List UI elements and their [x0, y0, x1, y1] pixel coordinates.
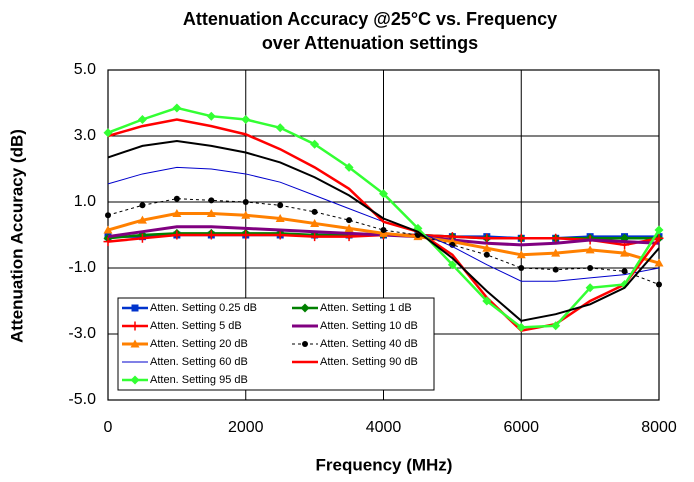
- marker: [103, 237, 113, 247]
- marker: [172, 230, 182, 240]
- marker: [172, 103, 182, 113]
- marker: [551, 248, 561, 257]
- marker: [379, 189, 388, 199]
- marker: [380, 227, 387, 234]
- legend-label: Atten. Setting 40 dB: [320, 338, 418, 350]
- series-line: [107, 139, 660, 322]
- legend-label: Atten. Setting 10 dB: [320, 320, 418, 332]
- marker: [587, 265, 594, 271]
- marker: [621, 268, 628, 275]
- marker: [447, 260, 457, 270]
- marker: [137, 215, 147, 224]
- y-tick-label: -1.0: [68, 259, 96, 276]
- marker: [344, 162, 354, 172]
- legend-label: Atten. Setting 5 dB: [150, 320, 242, 332]
- legend-marker: [300, 303, 310, 313]
- marker: [551, 321, 561, 331]
- chart-title: Attenuation Accuracy @25°C vs. Frequency: [183, 9, 557, 29]
- marker: [311, 208, 318, 215]
- marker: [275, 230, 285, 240]
- y-tick-label: -5.0: [68, 391, 96, 408]
- legend-label: Atten. Setting 20 dB: [150, 338, 248, 350]
- marker: [620, 248, 630, 257]
- marker: [277, 202, 284, 209]
- y-tick-label: 1.0: [74, 193, 96, 210]
- marker: [654, 225, 664, 235]
- marker: [310, 218, 320, 227]
- marker: [103, 128, 113, 138]
- chart-title: over Attenuation settings: [262, 33, 478, 53]
- marker: [275, 123, 285, 133]
- marker: [482, 296, 492, 306]
- marker: [516, 233, 526, 243]
- marker: [137, 233, 147, 243]
- marker: [518, 265, 525, 271]
- marker: [516, 250, 526, 259]
- marker: [310, 139, 320, 149]
- marker: [552, 266, 559, 273]
- marker: [310, 232, 320, 242]
- marker: [241, 230, 251, 240]
- marker: [654, 258, 664, 267]
- marker: [242, 199, 249, 205]
- x-tick-label: 2000: [228, 419, 264, 436]
- y-tick-label: 3.0: [74, 127, 96, 144]
- marker: [103, 225, 113, 234]
- marker: [551, 233, 561, 243]
- x-tick-label: 6000: [503, 419, 539, 436]
- marker: [105, 212, 111, 219]
- legend-label: Atten. Setting 1 dB: [320, 302, 412, 314]
- marker: [585, 283, 595, 293]
- marker: [206, 209, 216, 218]
- legend-label: Atten. Setting 0.25 dB: [150, 302, 257, 314]
- legend-marker: [131, 304, 139, 312]
- legend-marker: [302, 341, 308, 347]
- marker: [656, 281, 662, 288]
- legend-label: Atten. Setting 95 dB: [150, 374, 248, 386]
- marker: [241, 115, 251, 124]
- series-line: [107, 198, 660, 285]
- x-tick-label: 8000: [641, 419, 677, 436]
- legend-label: Atten. Setting 90 dB: [320, 356, 418, 368]
- x-axis-label: Frequency (MHz): [316, 455, 453, 474]
- marker: [137, 115, 147, 124]
- marker: [482, 233, 492, 243]
- marker: [173, 195, 180, 202]
- marker: [482, 243, 492, 252]
- marker: [585, 245, 595, 254]
- marker: [172, 209, 182, 218]
- marker: [275, 214, 285, 222]
- marker: [344, 223, 354, 232]
- series-line: [107, 118, 661, 333]
- marker: [620, 280, 630, 289]
- marker: [241, 210, 251, 219]
- x-tick-label: 0: [104, 419, 113, 436]
- legend-label: Atten. Setting 60 dB: [150, 356, 248, 368]
- legend-marker: [130, 339, 140, 348]
- marker: [516, 322, 526, 332]
- y-tick-label: -3.0: [68, 325, 96, 342]
- y-tick-label: 5.0: [74, 61, 96, 78]
- marker: [206, 111, 216, 121]
- marker: [346, 217, 353, 224]
- legend-marker: [130, 375, 140, 385]
- legend: Atten. Setting 0.25 dB Atten. Setting 1 d…: [117, 297, 435, 391]
- marker: [483, 251, 490, 258]
- marker: [206, 230, 216, 240]
- marker: [208, 197, 215, 204]
- legend-box: [117, 297, 435, 391]
- y-axis-label: Attenuation Accuracy (dB): [7, 129, 26, 343]
- legend-marker: [130, 321, 140, 331]
- x-tick-label: 4000: [366, 419, 402, 436]
- marker: [139, 202, 146, 209]
